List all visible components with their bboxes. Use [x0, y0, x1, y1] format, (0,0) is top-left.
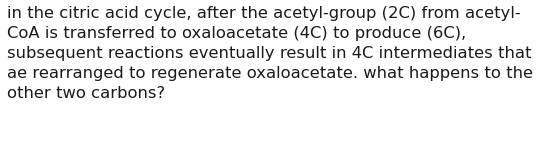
Text: in the citric acid cycle, after the acetyl-group (2C) from acetyl-
CoA is transf: in the citric acid cycle, after the acet… [7, 6, 533, 101]
